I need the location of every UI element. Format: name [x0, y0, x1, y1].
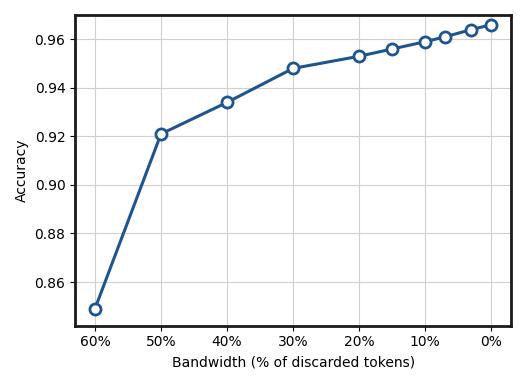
Y-axis label: Accuracy: Accuracy [15, 139, 29, 202]
X-axis label: Bandwidth (% of discarded tokens): Bandwidth (% of discarded tokens) [171, 355, 414, 369]
